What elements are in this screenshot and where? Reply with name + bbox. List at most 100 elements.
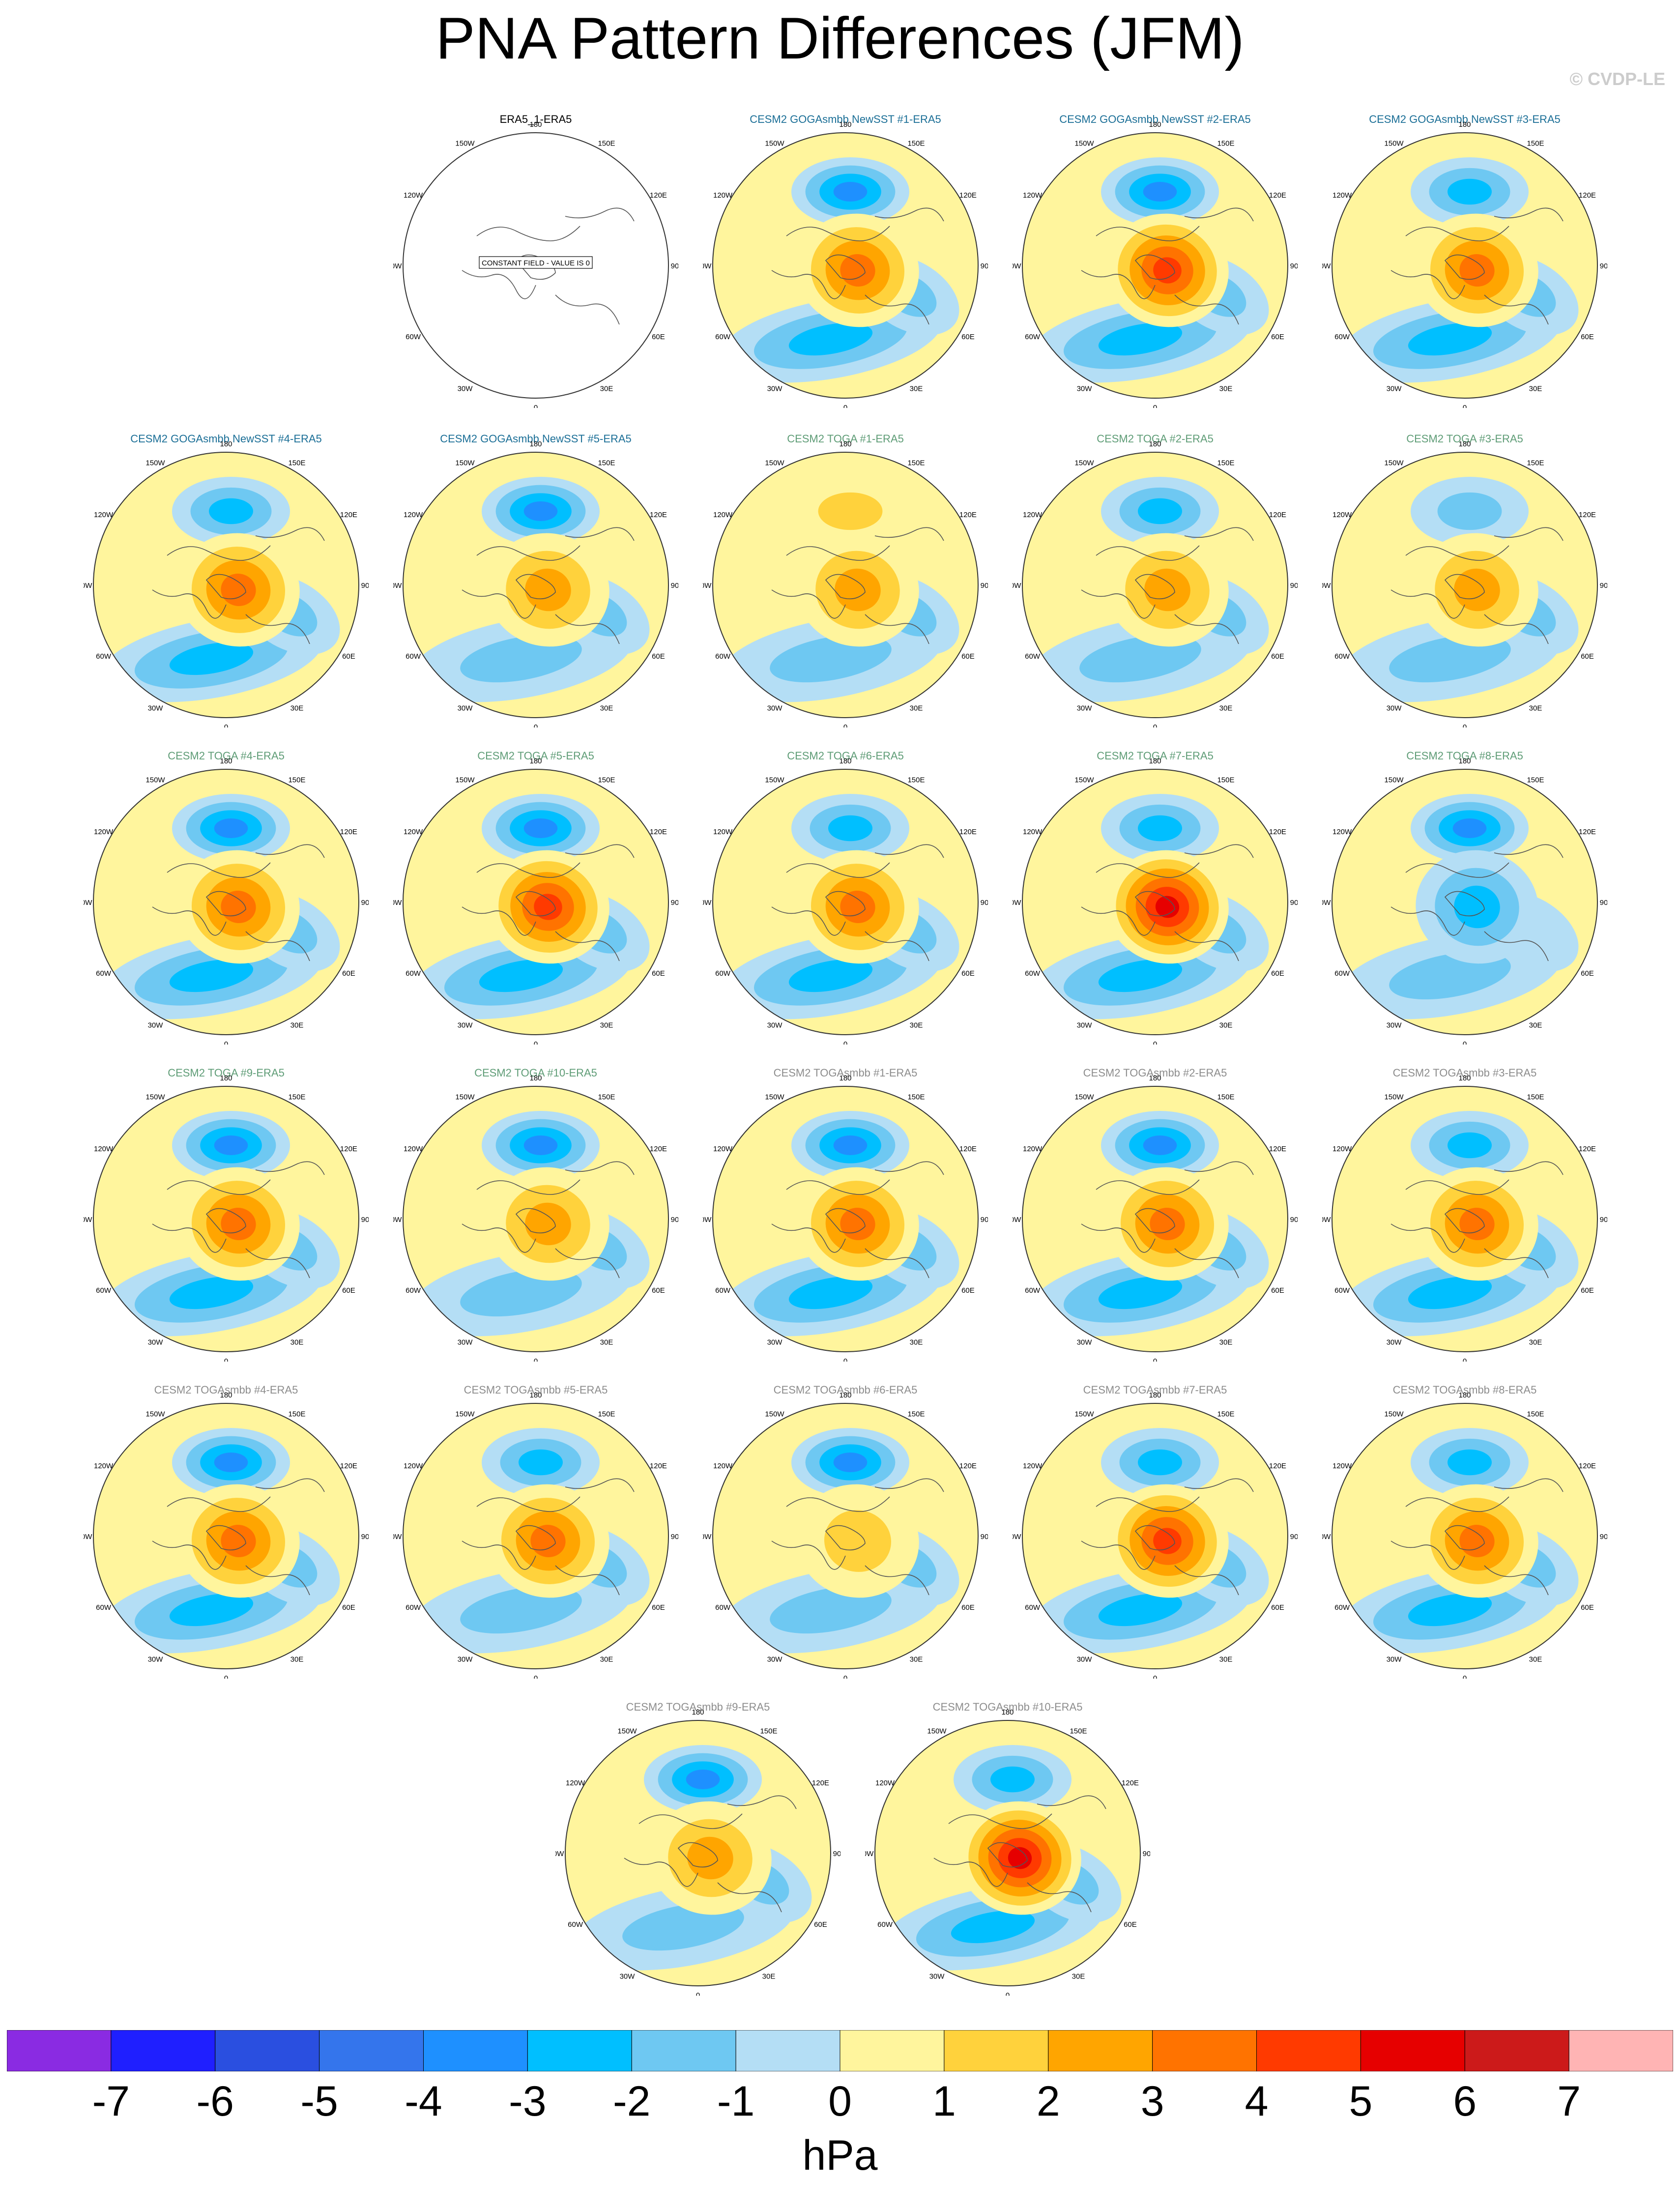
coastline <box>515 574 556 600</box>
coastline <box>874 207 944 222</box>
longitude-label: 120W <box>404 1462 423 1470</box>
arctic-anomaly-contour <box>1459 1208 1495 1240</box>
coastline <box>1096 226 1200 241</box>
longitude-label: 150W <box>617 1727 637 1736</box>
polar-map: 180 150E 120E 90E 60E 30E 0 30W 60W 90W 120W 150W <box>393 757 678 1045</box>
panel-title: CESM2 TOGAsmbb #7-ERA5 <box>1083 1384 1227 1396</box>
atlantic-anomaly-contour <box>1408 1593 1492 1627</box>
colorbar-box <box>1360 2030 1465 2071</box>
longitude-label: 150E <box>1527 1093 1544 1102</box>
longitude-label: 60E <box>1581 969 1594 978</box>
coastline <box>476 545 580 561</box>
map-panel: CESM2 GOGAsmbb NewSST #1-ERA5 180 150E 120E… <box>703 113 988 408</box>
longitude-label: 60W <box>1334 652 1350 661</box>
longitude-label: 150E <box>1217 776 1234 785</box>
constant-field-box <box>479 256 593 269</box>
panel-title: CESM2 TOGAsmbb #10-ERA5 <box>932 1701 1083 1713</box>
coastline <box>1405 862 1509 878</box>
longitude-label: 90E <box>1600 262 1607 270</box>
longitude-label: 120E <box>340 1145 357 1153</box>
coastline <box>515 1525 556 1551</box>
longitude-label: 90E <box>671 899 678 907</box>
map-rim <box>1022 452 1288 718</box>
coastline <box>865 931 929 961</box>
coastline <box>1184 1478 1254 1492</box>
panel-title: CESM2 GOGAsmbb NewSST #1-ERA5 <box>750 113 941 125</box>
longitude-label: 120E <box>812 1779 829 1787</box>
longitude-label: 180 <box>220 440 232 448</box>
map-rim <box>93 1086 359 1352</box>
coastline <box>948 1813 1052 1829</box>
longitude-label: 90W <box>703 1533 712 1541</box>
coastline <box>1405 1496 1509 1512</box>
longitude-label: 0 <box>843 1040 847 1045</box>
longitude-label: 60W <box>1334 333 1350 341</box>
longitude-label: 90E <box>361 899 369 907</box>
panel-title: CESM2 TOGAsmbb #8-ERA5 <box>1392 1384 1537 1396</box>
longitude-label: 90W <box>84 1533 92 1541</box>
coastline <box>1184 527 1254 541</box>
longitude-label: 90E <box>361 582 369 590</box>
coastline <box>245 1248 310 1279</box>
longitude-label: 60W <box>96 1603 112 1612</box>
longitude-label: 60E <box>342 1603 355 1612</box>
coastline <box>565 527 635 541</box>
coastline <box>1484 614 1549 644</box>
longitude-label: 60W <box>96 1286 112 1295</box>
coastline <box>1390 589 1465 619</box>
longitude-label: 120E <box>959 191 977 200</box>
map-rim <box>403 132 669 399</box>
polar-map: 180 150E 120E 90E 60E 30E 0 30W 60W 90W 120W 150W <box>703 1074 988 1362</box>
longitude-label: 180 <box>220 757 232 765</box>
colorbar-tick-label: 7 <box>1557 2078 1581 2125</box>
longitude-label: 0 <box>1463 404 1467 408</box>
coastline <box>624 1858 698 1887</box>
longitude-label: 30W <box>148 1338 164 1346</box>
arctic-anomaly-contour <box>1150 1208 1185 1240</box>
longitude-label: 0 <box>534 723 538 727</box>
longitude-label: 60E <box>814 1920 827 1929</box>
longitude-label: 120W <box>404 1145 423 1153</box>
arctic-anomaly-contour <box>1008 1847 1032 1869</box>
coastline <box>1494 207 1564 222</box>
longitude-label: 90E <box>1290 1216 1298 1224</box>
pacific-anomaly-contour <box>1437 492 1502 530</box>
coastline <box>205 1208 246 1234</box>
coastline <box>1134 1525 1175 1551</box>
longitude-label: 0 <box>534 404 538 408</box>
coastline <box>255 844 325 858</box>
polar-map: 180 150E 120E 90E 60E 30E 0 30W 60W 90W 120W 150W <box>393 440 678 727</box>
longitude-label: 30E <box>910 1338 923 1346</box>
longitude-label: 150E <box>760 1727 777 1736</box>
longitude-label: 180 <box>1149 120 1161 129</box>
longitude-label: 0 <box>1463 1674 1467 1679</box>
map-rim <box>1022 1403 1288 1669</box>
map-rim <box>712 1403 979 1669</box>
longitude-label: 120W <box>875 1779 895 1787</box>
map-rim <box>93 769 359 1035</box>
longitude-label: 150E <box>1217 1410 1234 1419</box>
longitude-label: 90E <box>1600 582 1607 590</box>
coastline <box>825 1208 866 1234</box>
colorbar-tick-label: -6 <box>196 2078 234 2125</box>
panel-title: CESM2 TOGA #4-ERA5 <box>168 750 285 762</box>
colorbar-box <box>111 2030 216 2071</box>
arctic-anomaly-contour <box>687 1836 733 1880</box>
longitude-label: 120E <box>650 1145 667 1153</box>
map-rim <box>712 769 979 1035</box>
longitude-label: 150E <box>288 1410 305 1419</box>
coastline <box>786 226 890 241</box>
coastline <box>565 844 635 858</box>
polar-map: 180 150E 120E 90E 60E 30E 0 30W 60W 90W 120W 150W <box>84 757 369 1045</box>
atlantic-anomaly-contour <box>1098 959 1183 992</box>
coastline <box>825 574 866 600</box>
longitude-label: 120E <box>1579 1145 1596 1153</box>
longitude-label: 90E <box>981 899 988 907</box>
longitude-label: 120E <box>1579 191 1596 200</box>
longitude-label: 90E <box>981 1533 988 1541</box>
coastline <box>874 844 944 858</box>
longitude-label: 180 <box>1458 757 1471 765</box>
arctic-anomaly-contour <box>530 1525 566 1557</box>
